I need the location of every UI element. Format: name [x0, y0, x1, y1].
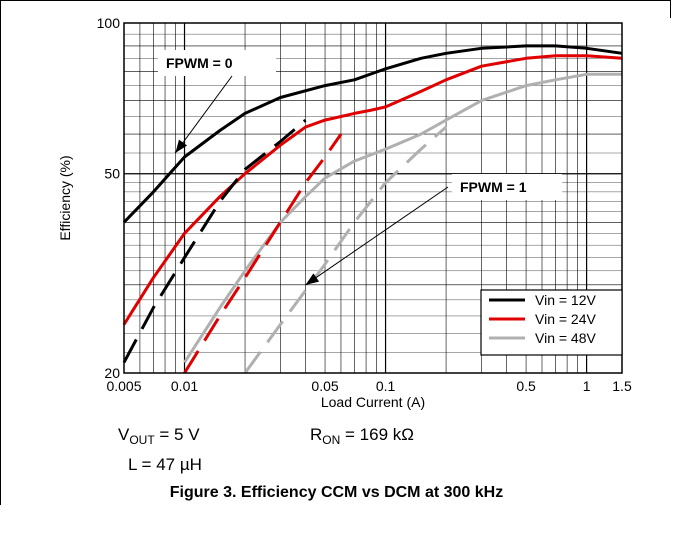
y-tick-label: 20	[104, 365, 120, 381]
annotation-arrowhead	[305, 273, 320, 285]
annotation-box	[452, 174, 562, 200]
series-line-4	[122, 118, 307, 364]
series-line-5	[183, 133, 343, 374]
annotation-arrow	[305, 186, 449, 286]
figure-caption: Figure 3. Efficiency CCM vs DCM at 300 k…	[169, 484, 504, 501]
series-line-6	[243, 125, 448, 374]
plot-border	[123, 22, 623, 374]
x-tick-label: 1.5	[612, 378, 632, 394]
x-tick-label: 0.5	[516, 378, 536, 394]
vout-condition: VOUT = 5 V	[118, 425, 200, 447]
annotation-label: FPWM = 1	[460, 179, 527, 195]
x-tick-label: 0.01	[171, 378, 198, 394]
annotation-arrowhead	[175, 139, 188, 154]
legend-label: Vin = 48V	[535, 330, 597, 346]
x-axis-label: Load Current (A)	[321, 394, 425, 410]
annotation-box	[158, 50, 276, 76]
tick-labels: 0.005 0.01 0.05 0.1 0.5 1 1.5 20 50 100	[97, 15, 632, 394]
legend: Vin = 12V Vin = 24V Vin = 48V	[480, 289, 623, 356]
figure-frame-right	[670, 0, 671, 18]
x-tick-label: 0.005	[106, 378, 141, 394]
x-tick-label: 0.05	[311, 378, 338, 394]
x-tick-label: 0.1	[376, 378, 396, 394]
y-axis-label: Efficiency (%)	[57, 155, 73, 240]
x-tick-label: 1	[583, 378, 591, 394]
figure-frame-left	[0, 0, 1, 505]
series-line-3	[183, 72, 622, 364]
y-tick-label: 50	[104, 166, 120, 182]
annotations: FPWM = 0 FPWM = 1	[158, 50, 562, 286]
y-tick-label: 100	[97, 15, 121, 31]
efficiency-chart: 0.005 0.01 0.05 0.1 0.5 1 1.5 20 50 100 Load Curr…	[57, 15, 632, 474]
inductor-condition: L = 47 µH	[128, 455, 202, 474]
legend-label: Vin = 24V	[535, 311, 597, 327]
series-layer	[122, 44, 623, 374]
annotation-arrow	[174, 75, 233, 154]
figure-frame-top	[0, 0, 671, 1]
ron-condition: RON = 169 kΩ	[310, 425, 414, 447]
annotation-label: FPWM = 0	[166, 55, 233, 71]
series-line-1	[122, 44, 623, 224]
legend-label: Vin = 12V	[535, 292, 597, 308]
series-line-2	[122, 54, 623, 326]
